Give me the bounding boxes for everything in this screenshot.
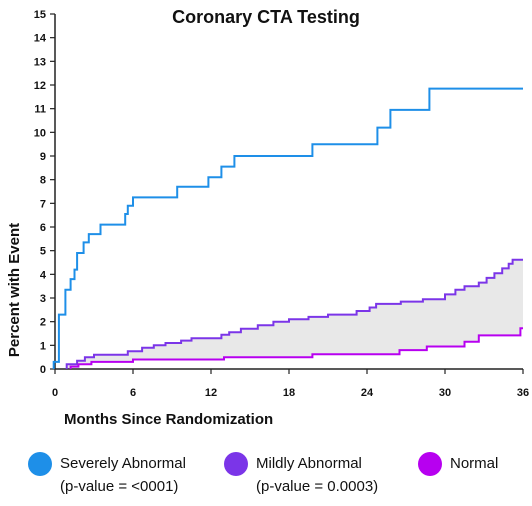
legend: Severely Abnormal (p-value = <0001) Mild… bbox=[0, 452, 532, 506]
y-tick-label: 8 bbox=[40, 175, 46, 187]
series-line-mildly-abnormal bbox=[65, 258, 523, 369]
x-tick-label: 30 bbox=[439, 387, 451, 399]
legend-item-mildly-abnormal: Mildly Abnormal (p-value = 0.0003) bbox=[224, 452, 378, 498]
series-line-normal bbox=[69, 327, 523, 369]
x-tick-label: 12 bbox=[205, 387, 217, 399]
legend-pvalue-mildly-abnormal: (p-value = 0.0003) bbox=[256, 478, 379, 495]
y-tick-label: 9 bbox=[40, 151, 46, 163]
y-tick-label: 0 bbox=[40, 364, 46, 376]
y-tick-label: 10 bbox=[34, 127, 46, 139]
y-tick-label: 3 bbox=[40, 293, 46, 305]
x-tick-label: 0 bbox=[52, 387, 58, 399]
x-tick-label: 24 bbox=[361, 387, 374, 399]
x-tick-label: 36 bbox=[517, 387, 529, 399]
y-tick-label: 6 bbox=[40, 222, 46, 234]
y-tick-label: 11 bbox=[34, 104, 46, 116]
kaplan-meier-chart: Coronary CTA Testing 0123456789101112131… bbox=[6, 7, 529, 428]
y-tick-label: 15 bbox=[34, 9, 46, 21]
x-axis-label: Months Since Randomization bbox=[64, 411, 273, 428]
y-tick-label: 7 bbox=[40, 198, 46, 210]
y-tick-label: 13 bbox=[34, 56, 46, 68]
legend-label-severely-abnormal: Severely Abnormal bbox=[60, 455, 186, 472]
legend-item-severely-abnormal: Severely Abnormal (p-value = <0001) bbox=[28, 452, 186, 498]
y-tick-label: 4 bbox=[40, 269, 47, 281]
legend-label-normal: Normal bbox=[450, 455, 499, 472]
y-tick-label: 2 bbox=[40, 317, 46, 329]
legend-swatch-mildly-abnormal bbox=[224, 452, 248, 476]
legend-swatch-normal bbox=[418, 452, 442, 476]
shaded-band bbox=[66, 259, 523, 369]
legend-label-mildly-abnormal: Mildly Abnormal bbox=[256, 455, 362, 472]
x-tick-label: 6 bbox=[130, 387, 136, 399]
y-tick-label: 5 bbox=[40, 246, 46, 258]
y-tick-label: 1 bbox=[40, 340, 46, 352]
y-tick-label: 14 bbox=[34, 33, 47, 45]
legend-item-normal: Normal bbox=[418, 452, 498, 476]
legend-pvalue-severely-abnormal: (p-value = <0001) bbox=[60, 478, 179, 495]
y-axis-label: Percent with Event bbox=[6, 223, 23, 357]
chart-title: Coronary CTA Testing bbox=[172, 7, 360, 27]
y-tick-label: 12 bbox=[34, 80, 46, 92]
x-tick-label: 18 bbox=[283, 387, 295, 399]
series-line-severely-abnormal bbox=[52, 87, 523, 369]
legend-swatch-severely-abnormal bbox=[28, 452, 52, 476]
